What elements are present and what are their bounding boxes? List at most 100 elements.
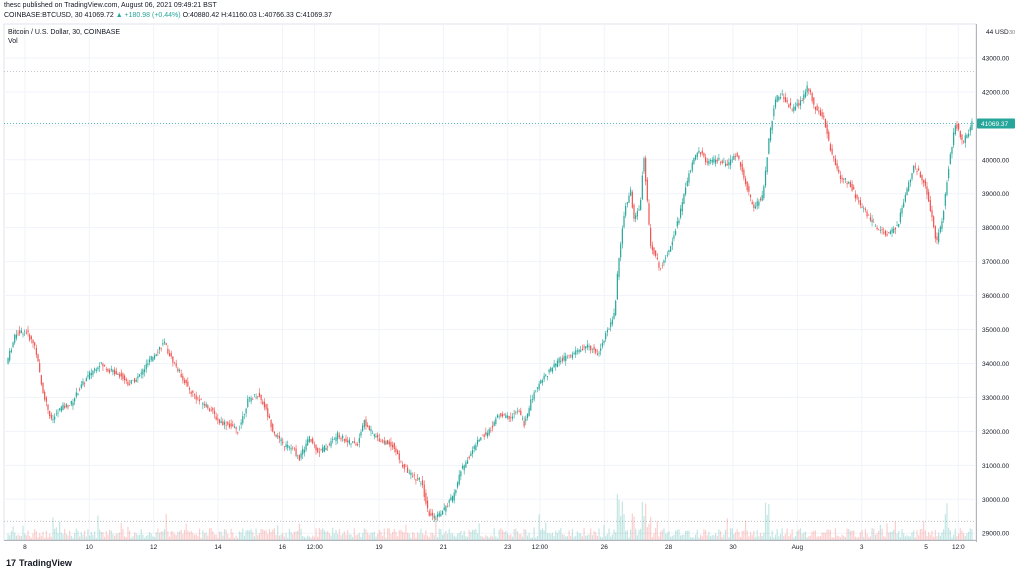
volume-bar (323, 530, 325, 540)
candle-body (297, 454, 299, 456)
candle-body (263, 401, 266, 408)
volume-bar (650, 517, 652, 540)
volume-bar (242, 528, 244, 540)
volume-bar (212, 531, 214, 540)
candle-body (445, 506, 447, 512)
candle-body (670, 246, 672, 252)
volume-bar (778, 536, 780, 540)
volume-bar (328, 533, 330, 540)
candle-body (9, 350, 11, 361)
candle-body (603, 341, 605, 343)
candle-body (420, 483, 422, 484)
volume-bar (15, 535, 17, 540)
volume-bar (138, 534, 141, 540)
volume-bar (709, 536, 712, 540)
volume-bar (470, 532, 472, 540)
volume-bar (268, 529, 271, 540)
volume-bar (630, 529, 632, 540)
volume-bar (776, 528, 778, 540)
candle-body (503, 414, 505, 416)
symbol-label: COINBASE:BTCUSD, 30 (4, 12, 83, 19)
candle-body (337, 432, 339, 440)
candle-body (423, 484, 425, 497)
volume-bar (320, 529, 322, 540)
candle-body (363, 420, 365, 427)
candle-body (142, 369, 144, 375)
candle-body (826, 124, 828, 134)
volume-bar (180, 529, 182, 540)
volume-bar (10, 531, 12, 540)
volume-bar (611, 534, 613, 540)
candle-body (233, 426, 236, 428)
volume-bar (7, 533, 9, 540)
volume-bar (861, 530, 863, 540)
candle-body (786, 100, 788, 103)
candle-body (971, 121, 973, 130)
candle-body (661, 264, 663, 266)
volume-bar (724, 529, 727, 540)
candle-body (600, 348, 602, 351)
y-tick-label: 37000.00 (982, 259, 1009, 266)
volume-bar (145, 535, 147, 540)
candle-body (943, 211, 945, 220)
volume-bar (406, 532, 409, 540)
volume-bar (245, 530, 247, 540)
volume-bar (743, 530, 745, 540)
candle-body (626, 202, 628, 205)
candle-body (570, 355, 572, 357)
candle-body (671, 241, 673, 246)
price-chart[interactable]: 29000.00 30000.00 31000.00 32000.00 33000.00… (0, 0, 1024, 555)
volume-bar (292, 533, 294, 540)
candle-body (110, 368, 112, 371)
volume-bar (423, 535, 425, 540)
candle-body (245, 408, 247, 414)
candle-body (878, 229, 880, 231)
volume-bar (636, 535, 638, 540)
volume-bar (59, 521, 61, 540)
volume-bar (143, 537, 146, 540)
tradingview-logo[interactable]: 17 TradingView (6, 558, 72, 568)
candle-body (478, 439, 480, 442)
volume-bar (365, 529, 367, 540)
volume-bar (123, 536, 126, 540)
candle-body (260, 394, 262, 401)
volume-bar (446, 533, 449, 540)
candle-body (207, 405, 209, 409)
ohlc-values: O:40880.42 H:41160.03 L:40766.33 C:41069… (182, 12, 332, 19)
candle-body (869, 217, 871, 221)
volume-bar (84, 530, 86, 540)
candle-body (681, 202, 683, 212)
volume-bar (198, 528, 201, 540)
volume-bar (596, 535, 598, 540)
candle-body (948, 168, 950, 179)
volume-bar (380, 531, 382, 540)
candle-body (823, 115, 825, 118)
volume-bar (894, 521, 896, 540)
candle-body (874, 225, 876, 227)
volume-bar (806, 537, 808, 540)
candle-body (724, 163, 727, 166)
candle-body (168, 353, 171, 357)
candle-body (646, 179, 648, 201)
volume-bar (928, 532, 930, 540)
volume-bar (858, 537, 860, 540)
volume-bar (135, 533, 137, 540)
candle-body (686, 181, 688, 186)
candle-body (317, 447, 319, 453)
candle-body (904, 194, 906, 202)
candle-body (173, 362, 176, 364)
candle-body (365, 419, 367, 427)
volume-bar (230, 528, 232, 540)
volume-bar (918, 535, 920, 540)
candle-body (891, 228, 893, 233)
volume-bar (160, 531, 162, 540)
candle-body (205, 404, 207, 407)
volume-bar (818, 536, 820, 540)
candle-body (833, 156, 835, 158)
volume-bar (228, 537, 231, 540)
volume-bar (961, 530, 963, 540)
candle-body (325, 448, 327, 451)
volume-bar (377, 533, 379, 540)
volume-bar (744, 520, 747, 540)
volume-bar (342, 533, 344, 540)
